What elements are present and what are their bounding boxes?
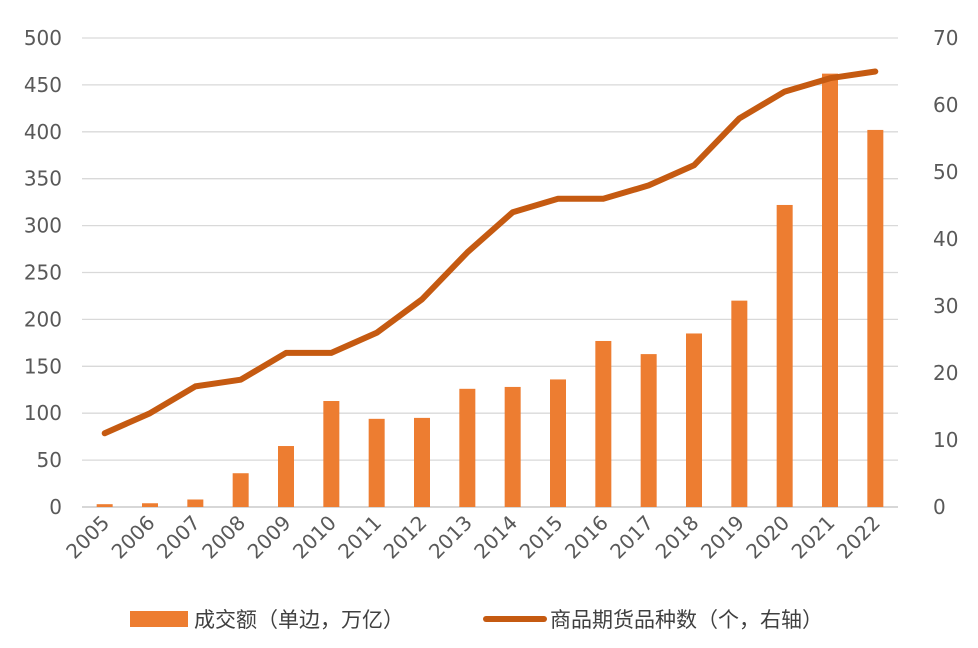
x-tick-label: 2010	[288, 511, 341, 564]
x-tick-label: 2019	[696, 511, 749, 564]
y-right-tick-label: 0	[933, 495, 946, 519]
y-left-tick-label: 400	[24, 120, 62, 144]
legend-label-bar: 成交额（单边，万亿）	[194, 608, 404, 632]
bar	[686, 333, 702, 507]
x-tick-label: 2020	[741, 511, 794, 564]
bar-series	[96, 73, 884, 508]
bar	[278, 446, 294, 507]
y-left-tick-label: 200	[24, 307, 62, 331]
bar	[187, 499, 204, 507]
bar	[414, 417, 430, 507]
y-left-tick-label: 50	[37, 448, 62, 472]
y-left-tick-label: 0	[49, 495, 62, 519]
x-tick-label: 2014	[469, 511, 522, 564]
x-tick-label: 2007	[152, 511, 205, 564]
y-left-tick-label: 150	[24, 354, 62, 378]
x-tick-label: 2013	[424, 511, 477, 564]
x-tick-label: 2021	[787, 511, 840, 564]
x-tick-label: 2009	[243, 511, 296, 564]
series-line	[101, 68, 879, 437]
y-axis-right: 0 10 20 30 40 50 60 70	[933, 26, 958, 519]
legend-swatch-bar	[130, 611, 188, 627]
bar	[867, 129, 884, 507]
y-axis-left: 0 50 100 150 200 250 300 350 400 450 500	[24, 26, 62, 519]
legend: 成交额（单边，万亿） 商品期货品种数（个，右轴）	[130, 608, 823, 632]
bar	[776, 204, 793, 508]
x-tick-label: 2017	[605, 511, 658, 564]
x-tick-label: 2006	[107, 511, 160, 564]
y-left-tick-label: 100	[24, 401, 62, 425]
bar	[459, 388, 476, 507]
x-tick-label: 2018	[651, 511, 704, 564]
gridlines	[82, 37, 898, 508]
y-right-tick-label: 40	[933, 227, 958, 251]
y-left-tick-label: 450	[24, 73, 62, 97]
y-right-tick-label: 20	[933, 361, 958, 385]
bar	[142, 503, 158, 507]
x-axis: 2005200620072008200920102011201220132014…	[61, 511, 885, 564]
y-right-tick-label: 50	[933, 160, 958, 184]
x-tick-label: 2015	[515, 511, 568, 564]
bar	[731, 300, 748, 507]
y-right-tick-label: 70	[933, 26, 958, 50]
y-left-tick-label: 500	[24, 26, 62, 50]
x-tick-label: 2016	[560, 511, 613, 564]
bar	[323, 401, 340, 507]
y-right-tick-label: 10	[933, 428, 958, 452]
y-left-tick-label: 250	[24, 261, 62, 285]
x-tick-label: 2011	[333, 511, 386, 564]
x-tick-label: 2022	[832, 511, 885, 564]
bar	[640, 354, 657, 507]
bar	[232, 473, 249, 507]
bar	[368, 418, 385, 507]
x-tick-label: 2005	[61, 511, 114, 564]
y-right-tick-label: 60	[933, 93, 958, 117]
x-tick-label: 2012	[379, 511, 432, 564]
bar	[822, 73, 838, 508]
line-series	[101, 68, 879, 437]
y-left-tick-label: 350	[24, 167, 62, 191]
bar	[504, 386, 521, 507]
x-tick-label: 2008	[197, 511, 250, 564]
y-right-tick-label: 30	[933, 294, 958, 318]
bar	[550, 379, 566, 507]
legend-label-line: 商品期货品种数（个，右轴）	[550, 608, 823, 632]
y-left-tick-label: 300	[24, 214, 62, 238]
bar	[595, 340, 612, 507]
bar	[96, 504, 113, 507]
